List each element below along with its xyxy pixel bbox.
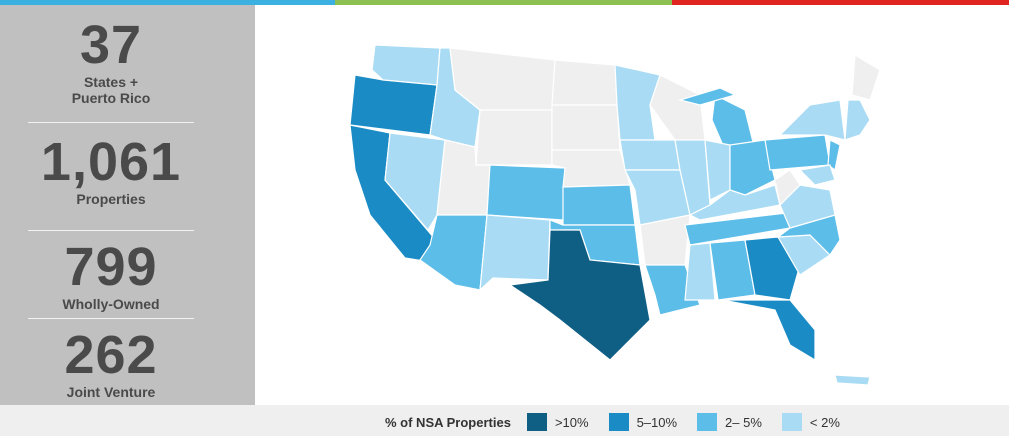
legend-item: 2– 5% (697, 413, 762, 431)
legend-label: 2– 5% (725, 414, 762, 430)
legend-label: 5–10% (636, 414, 678, 430)
top-bar (335, 0, 672, 5)
stat-value: 262 (64, 325, 158, 385)
stat: 37 States + Puerto Rico (28, 18, 194, 106)
stat-value: 37 (79, 15, 143, 75)
legend-label: >10% (554, 414, 589, 430)
legend-title: % of NSA Properties (385, 414, 511, 430)
legend: % of NSA Properties >10% 5–10% 2– 5% < 2% (385, 413, 860, 431)
separator (28, 230, 194, 231)
stat-label: Joint Venture (66, 384, 156, 400)
legend-swatch (526, 413, 547, 431)
legend-item: >10% (526, 413, 589, 431)
separator (28, 318, 194, 319)
legend-swatch (697, 413, 718, 431)
stat-value: 1,061 (40, 132, 182, 192)
legend-item: < 2% (781, 413, 840, 431)
stat: 799 Wholly-Owned (28, 240, 194, 312)
stat-label: States + Puerto Rico (71, 74, 151, 106)
stats-panel (0, 5, 255, 405)
stat-label: Wholly-Owned (62, 296, 160, 312)
top-bar (0, 0, 335, 5)
legend-swatch (781, 413, 802, 431)
legend-item: 5–10% (608, 413, 678, 431)
top-bar (672, 0, 1009, 5)
stat-label: Properties (76, 191, 146, 207)
legend-swatch (608, 413, 629, 431)
separator (28, 122, 194, 123)
stat: 262 Joint Venture (28, 328, 194, 400)
stat-value: 799 (64, 237, 158, 297)
stat: 1,061 Properties (28, 135, 194, 207)
legend-band: % of NSA Properties >10% 5–10% 2– 5% < 2% (0, 405, 1009, 436)
legend-label: < 2% (809, 414, 840, 430)
